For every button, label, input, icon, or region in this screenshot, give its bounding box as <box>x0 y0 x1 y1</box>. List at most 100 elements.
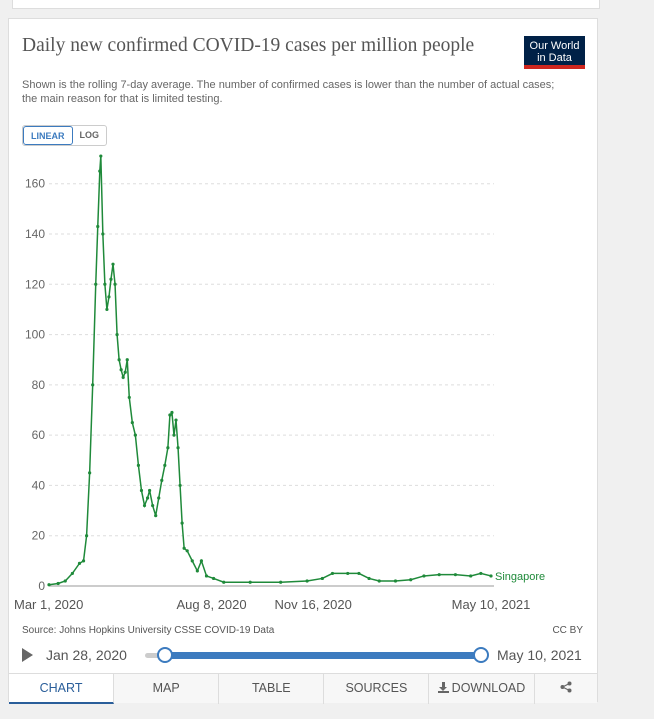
data-point[interactable] <box>105 307 109 312</box>
data-point[interactable] <box>279 580 283 584</box>
owid-logo[interactable]: Our World in Data <box>524 36 585 69</box>
series-line-singapore[interactable] <box>48 156 492 586</box>
data-point[interactable] <box>305 579 309 583</box>
data-point[interactable] <box>133 433 137 437</box>
data-point[interactable] <box>47 583 51 587</box>
y-tick-label: 80 <box>32 378 46 392</box>
data-point[interactable] <box>142 503 147 508</box>
data-point[interactable] <box>103 282 107 286</box>
data-point[interactable] <box>172 433 176 437</box>
data-point[interactable] <box>63 579 67 583</box>
data-point[interactable] <box>81 559 86 563</box>
data-point[interactable] <box>109 277 113 281</box>
data-point[interactable] <box>91 383 95 387</box>
data-point[interactable] <box>222 580 226 584</box>
data-point[interactable] <box>70 571 74 576</box>
data-point[interactable] <box>180 521 184 525</box>
data-point[interactable] <box>176 446 180 450</box>
data-point[interactable] <box>330 571 335 576</box>
data-point[interactable] <box>163 463 167 467</box>
data-point[interactable] <box>174 418 178 422</box>
play-icon[interactable] <box>22 648 33 662</box>
data-point[interactable] <box>115 332 119 337</box>
tab-chart[interactable]: CHART <box>9 674 115 704</box>
data-point[interactable] <box>98 169 102 173</box>
chart-card: Daily new confirmed COVID-19 cases per m… <box>8 18 598 704</box>
series-label-singapore[interactable]: Singapore <box>495 571 545 583</box>
data-point[interactable] <box>136 463 141 467</box>
data-point[interactable] <box>346 571 350 576</box>
data-point[interactable] <box>377 579 381 583</box>
x-tick-label: Aug 8, 2020 <box>177 597 247 612</box>
tab-download-label: DOWNLOAD <box>451 681 526 695</box>
data-point[interactable] <box>139 488 144 493</box>
log-scale-button[interactable]: LOG <box>79 130 100 140</box>
tab-share[interactable] <box>535 674 597 704</box>
data-point[interactable] <box>117 358 121 362</box>
data-point[interactable] <box>204 574 209 578</box>
data-point[interactable] <box>84 534 89 538</box>
data-point[interactable] <box>157 496 161 500</box>
data-point[interactable] <box>88 471 92 475</box>
data-point[interactable] <box>367 576 371 581</box>
data-point[interactable] <box>453 573 458 577</box>
data-point[interactable] <box>479 571 483 576</box>
source-text[interactable]: Source: Johns Hopkins University CSSE CO… <box>22 625 275 636</box>
data-point[interactable] <box>56 581 60 586</box>
data-point[interactable] <box>96 224 100 229</box>
timeline-start-handle[interactable] <box>157 647 173 663</box>
data-point[interactable] <box>199 559 204 563</box>
data-point[interactable] <box>151 503 155 508</box>
data-point[interactable] <box>123 370 127 374</box>
data-point[interactable] <box>195 569 199 573</box>
data-point[interactable] <box>154 514 158 518</box>
tab-table[interactable]: TABLE <box>219 674 325 704</box>
x-tick-label: Nov 16, 2020 <box>275 597 352 612</box>
timeline-end-handle[interactable] <box>473 647 489 663</box>
data-point[interactable] <box>160 478 164 482</box>
data-point[interactable] <box>130 420 134 425</box>
data-point[interactable] <box>111 262 115 266</box>
y-tick-label: 160 <box>25 177 45 191</box>
share-icon <box>560 681 572 693</box>
y-tick-label: 20 <box>32 529 46 543</box>
data-point[interactable] <box>437 573 441 577</box>
data-point[interactable] <box>409 578 413 582</box>
data-point[interactable] <box>99 154 103 158</box>
data-point[interactable] <box>489 574 493 578</box>
previous-card <box>12 0 600 9</box>
data-point[interactable] <box>121 375 125 379</box>
data-point[interactable] <box>127 395 131 400</box>
data-point[interactable] <box>190 559 194 563</box>
linear-scale-button[interactable]: LINEAR <box>23 126 73 145</box>
y-tick-label: 100 <box>25 328 45 342</box>
data-point[interactable] <box>147 488 152 493</box>
tab-map[interactable]: MAP <box>114 674 220 704</box>
data-point[interactable] <box>94 282 98 286</box>
data-point[interactable] <box>170 410 174 415</box>
data-point[interactable] <box>145 496 150 500</box>
data-point[interactable] <box>77 561 82 565</box>
data-point[interactable] <box>166 446 170 450</box>
data-point[interactable] <box>469 574 473 578</box>
data-point[interactable] <box>168 413 172 417</box>
tab-sources[interactable]: SOURCES <box>324 674 430 704</box>
data-point[interactable] <box>212 576 216 581</box>
data-point[interactable] <box>178 483 182 488</box>
data-point[interactable] <box>185 549 189 553</box>
data-point[interactable] <box>107 295 111 299</box>
chart-title: Daily new confirmed COVID-19 cases per m… <box>22 35 475 56</box>
timeline-start-label: Jan 28, 2020 <box>46 647 127 663</box>
tab-download[interactable]: DOWNLOAD <box>429 674 535 704</box>
data-point[interactable] <box>125 358 129 362</box>
license-text[interactable]: CC BY <box>552 625 583 636</box>
data-point[interactable] <box>357 571 361 576</box>
data-point[interactable] <box>101 232 105 236</box>
data-point[interactable] <box>182 546 186 550</box>
data-point[interactable] <box>113 282 117 286</box>
data-point[interactable] <box>320 576 324 581</box>
data-point[interactable] <box>248 580 252 584</box>
data-point[interactable] <box>393 579 398 583</box>
data-point[interactable] <box>422 574 426 578</box>
data-point[interactable] <box>119 368 123 372</box>
